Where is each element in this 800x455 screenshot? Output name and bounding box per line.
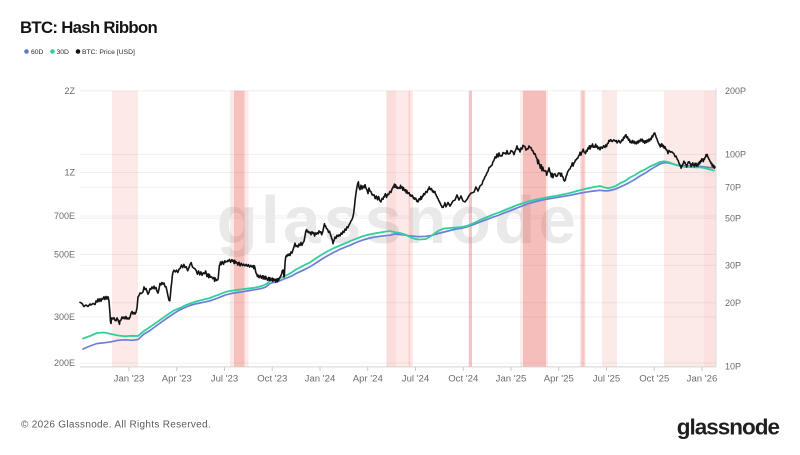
svg-text:Jul '23: Jul '23 xyxy=(211,374,238,385)
svg-text:Apr '24: Apr '24 xyxy=(353,374,384,385)
svg-text:Oct '25: Oct '25 xyxy=(639,374,669,385)
svg-text:Oct '23: Oct '23 xyxy=(257,374,287,385)
svg-text:Oct '24: Oct '24 xyxy=(448,374,479,385)
svg-text:BTC: Price [USD]: BTC: Price [USD] xyxy=(82,49,135,56)
svg-text:glassnode: glassnode xyxy=(677,415,780,440)
svg-text:100P: 100P xyxy=(725,150,746,160)
svg-text:300E: 300E xyxy=(54,312,75,322)
svg-text:Jan '24: Jan '24 xyxy=(305,374,336,385)
svg-text:30P: 30P xyxy=(725,261,741,271)
svg-text:30D: 30D xyxy=(57,49,70,56)
svg-text:Jan '23: Jan '23 xyxy=(114,374,145,385)
svg-text:200E: 200E xyxy=(54,358,75,368)
svg-text:10P: 10P xyxy=(725,362,741,372)
svg-text:700E: 700E xyxy=(54,211,75,221)
svg-text:Apr '25: Apr '25 xyxy=(544,374,574,385)
svg-text:Apr '23: Apr '23 xyxy=(162,374,192,385)
svg-text:500E: 500E xyxy=(54,250,75,260)
svg-text:Jan '26: Jan '26 xyxy=(687,374,718,385)
svg-text:20P: 20P xyxy=(725,298,741,308)
svg-text:1Z: 1Z xyxy=(64,168,75,178)
svg-text:2Z: 2Z xyxy=(64,86,75,96)
svg-text:BTC: Hash Ribbon: BTC: Hash Ribbon xyxy=(20,18,157,37)
svg-text:70P: 70P xyxy=(725,183,741,193)
svg-text:50P: 50P xyxy=(725,214,741,224)
svg-text:60D: 60D xyxy=(31,49,44,56)
svg-text:Jul '25: Jul '25 xyxy=(593,374,620,385)
svg-text:200P: 200P xyxy=(725,86,746,96)
svg-text:glassnode: glassnode xyxy=(217,183,580,258)
svg-text:Jul '24: Jul '24 xyxy=(402,374,430,385)
svg-text:Jan '25: Jan '25 xyxy=(496,374,527,385)
svg-text:© 2026 Glassnode. All Rights R: © 2026 Glassnode. All Rights Reserved. xyxy=(21,420,211,431)
